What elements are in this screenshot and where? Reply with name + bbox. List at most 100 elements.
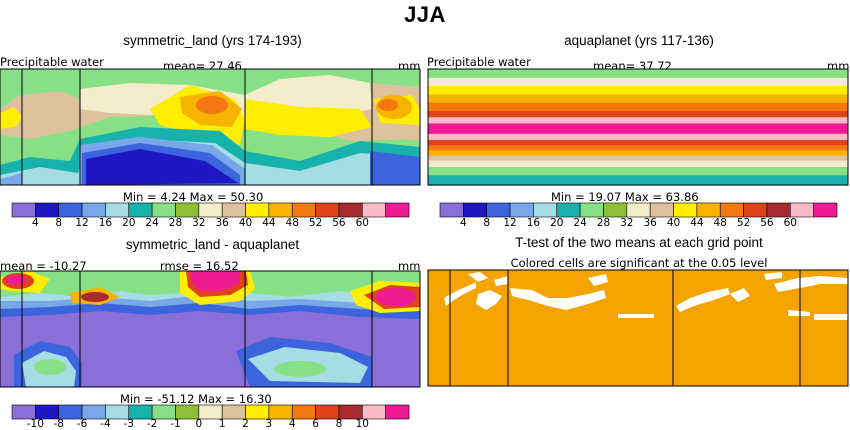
colorbar-tick-label: -4 — [100, 418, 111, 430]
contour-mid-red — [81, 292, 109, 302]
contour-right-pink — [376, 288, 416, 306]
colorbar-tick-label: 44 — [690, 217, 704, 229]
colorbar-tick-label: 56 — [332, 217, 346, 229]
zonal-band — [428, 174, 848, 186]
map-frame — [0, 270, 421, 388]
stats-label-diff: Min = -51.12 Max = 16.30 — [120, 392, 272, 406]
colorbar-swatch — [579, 202, 604, 218]
zonal-band — [428, 144, 848, 151]
colorbar-tick-label: 28 — [596, 217, 611, 229]
colorbar-tick-label: 10 — [355, 418, 369, 430]
colorbar-swatch — [509, 202, 534, 218]
colorbar-tick-label: -2 — [146, 418, 158, 430]
ttest-map — [427, 269, 849, 387]
colorbar-tick-label: 24 — [145, 217, 159, 229]
panel-title-symmetric-land: symmetric_land (yrs 174-193) — [123, 33, 302, 48]
colorbar-swatch — [221, 202, 246, 218]
zonal-band — [428, 102, 848, 112]
map-frame — [0, 68, 421, 186]
colorbar-swatch — [533, 202, 558, 218]
colorbar-tick-label: 56 — [760, 217, 774, 229]
colorbar-tick-label: 12 — [75, 217, 89, 229]
colorbar-tick-label: 32 — [192, 217, 206, 229]
colorbar-swatch — [105, 202, 130, 218]
colorbar-swatch — [175, 202, 200, 218]
colorbar-tick-label: -6 — [76, 418, 88, 430]
colorbar-tick-label: 16 — [98, 217, 113, 229]
colorbar-swatch — [198, 404, 223, 420]
colorbar-tick-label: 20 — [122, 217, 136, 229]
colorbar-swatch — [81, 202, 106, 218]
zonal-band — [428, 139, 848, 146]
colorbar-swatch — [291, 404, 316, 420]
colorbar-right — [439, 202, 838, 218]
colorbar-tick-label: 40 — [666, 217, 681, 229]
colorbar-tick-label: 8 — [483, 217, 491, 229]
colorbar-swatch — [245, 202, 270, 218]
contour-blue-right — [370, 151, 420, 185]
contour-right-red — [378, 99, 398, 111]
colorbar-tick-label: -1 — [170, 418, 181, 430]
colorbar-swatch — [556, 202, 581, 218]
colorbar-swatch — [385, 404, 410, 420]
stats-label-left: Min = 4.24 Max = 50.30 — [123, 190, 264, 204]
colorbar-swatch — [105, 404, 130, 420]
zonal-band — [428, 149, 848, 156]
colorbar-swatch — [35, 202, 60, 218]
colorbar-diff — [11, 404, 410, 420]
colorbar-swatch — [81, 404, 106, 420]
colorbar-swatch — [198, 202, 223, 218]
aquaplanet-map — [427, 68, 849, 186]
colorbar-tick-label: 20 — [550, 217, 564, 229]
colorbar-swatch — [603, 202, 628, 218]
stats-label-right: Min = 19.07 Max = 63.86 — [551, 190, 699, 204]
colorbar-swatch — [673, 202, 698, 218]
colorbar-tick-label: 40 — [238, 217, 253, 229]
contour-left-pink — [6, 275, 26, 285]
colorbar-swatch — [486, 202, 511, 218]
zonal-band — [428, 77, 848, 87]
colorbar-swatch — [58, 202, 83, 218]
colorbar-tick-label: 3 — [265, 418, 273, 430]
contour-navy-south — [86, 149, 238, 185]
continent-outlines — [21, 271, 373, 387]
colorbar-swatch — [719, 202, 744, 218]
zonal-band — [428, 133, 848, 141]
zonal-band — [428, 160, 848, 167]
panel-title-aquaplanet: aquaplanet (yrs 117-136) — [564, 33, 714, 48]
colorbar-tick-label: 36 — [643, 217, 657, 229]
map-frame — [427, 68, 849, 186]
zonal-band — [428, 93, 848, 103]
colorbar-tick-label: -10 — [26, 418, 44, 430]
contour-yellow-right — [245, 99, 372, 137]
colorbar-swatch — [463, 202, 488, 218]
contour-south-green-center — [274, 361, 326, 377]
colorbar-tick-label: 1 — [218, 418, 226, 430]
zonal-band — [428, 110, 848, 118]
colorbar-tick-label: 48 — [285, 217, 299, 229]
colorbar-tick-label: 24 — [573, 217, 587, 229]
colorbar-tick-label: 32 — [620, 217, 634, 229]
map-frame — [427, 269, 849, 387]
contour-center-pink — [190, 271, 240, 291]
contour-red-center — [196, 96, 228, 114]
colorbar-swatch — [268, 404, 293, 420]
zonal-band — [428, 116, 848, 124]
colorbar-swatch — [626, 202, 651, 218]
colorbar-swatch — [743, 202, 768, 218]
colorbar-swatch — [128, 202, 153, 218]
colorbar-swatch — [766, 202, 791, 218]
contour-blue-left — [0, 173, 22, 185]
colorbar-tick-label: 12 — [503, 217, 517, 229]
colorbar-swatch — [338, 404, 363, 420]
colorbar-tick-label: 16 — [526, 217, 541, 229]
colorbar-swatch — [58, 404, 83, 420]
contour-south-green-left — [34, 359, 66, 375]
zonal-band — [428, 166, 848, 176]
colorbar-swatch — [361, 202, 386, 218]
zonal-band — [428, 154, 848, 161]
colorbar-swatch — [268, 202, 293, 218]
rmse-label-diff: rmse = 16.52 — [160, 259, 239, 273]
colorbar-swatch — [128, 404, 153, 420]
colorbar-tick-label: 8 — [335, 418, 343, 430]
